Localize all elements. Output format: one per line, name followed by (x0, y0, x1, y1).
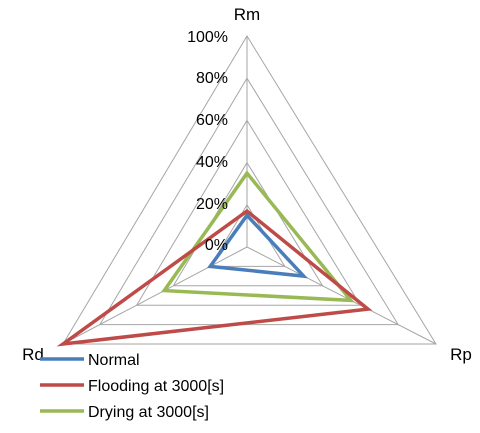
series-layer (56, 170, 373, 347)
tick-labels: 0% 20% 40% 60% 80% 100% (187, 29, 228, 254)
grid-ring-2 (172, 161, 324, 287)
legend-label-drying: Drying at 3000[s] (88, 404, 209, 421)
tick-label-2: 40% (196, 154, 228, 171)
grid-ring-4 (98, 77, 400, 326)
tick-label-0: 0% (205, 237, 228, 254)
tick-label-5: 100% (187, 29, 228, 46)
legend-label-flooding: Flooding at 3000[s] (88, 378, 224, 395)
tick-label-3: 60% (196, 112, 228, 129)
legend: Normal Flooding at 3000[s] Drying at 300… (40, 352, 224, 421)
axis-label-rp: Rp (450, 345, 472, 364)
axis-spoke-rd (62, 246, 248, 345)
series-line-normal (207, 212, 309, 279)
legend-label-normal: Normal (88, 352, 140, 369)
axis-spoke-rp (246, 246, 437, 345)
axis-label-rm: Rm (234, 5, 260, 24)
tick-label-4: 80% (196, 70, 228, 87)
tick-label-1: 20% (196, 196, 228, 213)
series-line-flooding (56, 208, 373, 347)
axis-label-rd: Rd (22, 345, 44, 364)
series-line-drying (160, 170, 355, 303)
grid-layer (62, 35, 437, 345)
axis-labels: Rm Rp Rd (22, 5, 472, 364)
grid-ring-3 (135, 119, 362, 306)
grid-ring-5 (62, 35, 437, 345)
